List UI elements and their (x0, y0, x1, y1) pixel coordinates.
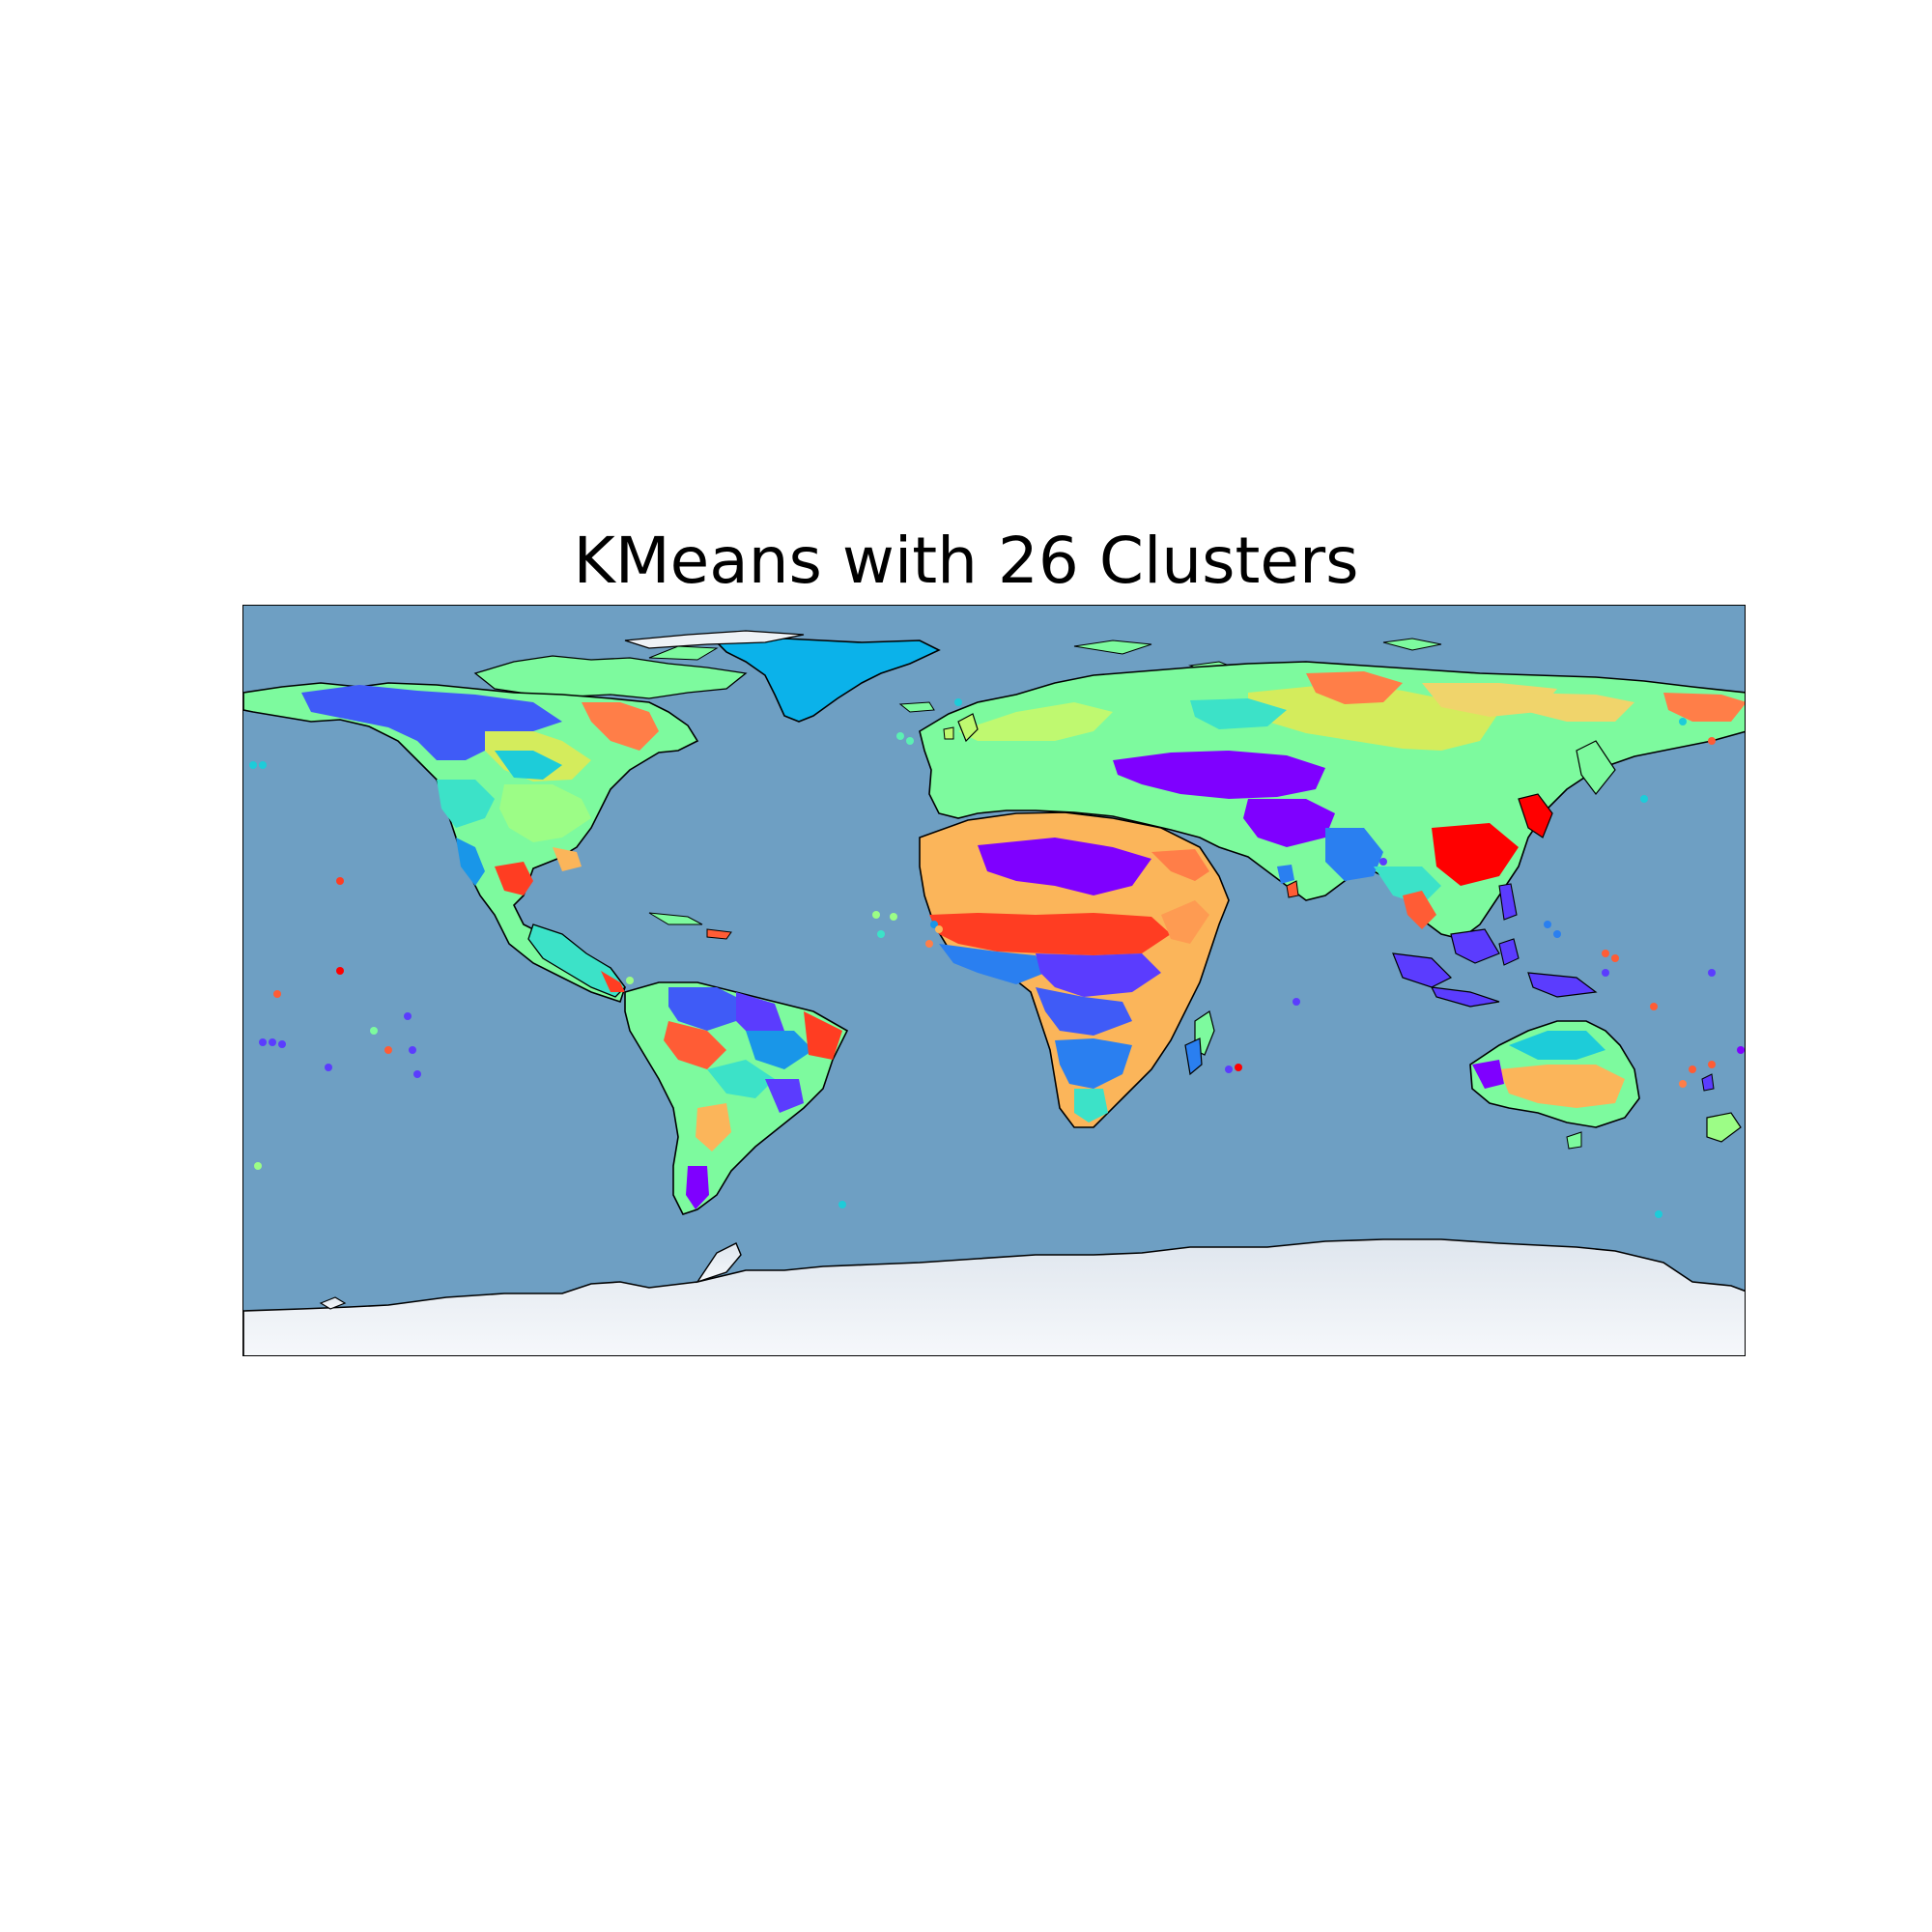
eurasia (919, 661, 1745, 940)
islands (1184, 865, 1715, 1092)
north-america (243, 682, 699, 1004)
map-title: KMeans with 26 Clusters (573, 524, 1359, 598)
central-america (527, 912, 732, 998)
world-map (242, 605, 1746, 1356)
island-points (249, 698, 1745, 1218)
australia (1469, 1020, 1742, 1150)
british-isles (943, 713, 979, 743)
africa (919, 811, 1230, 1128)
south-america (624, 981, 849, 1215)
antarctica (243, 1238, 1745, 1355)
greenland (624, 630, 941, 723)
maritime-southeast-asia (1392, 883, 1598, 1008)
